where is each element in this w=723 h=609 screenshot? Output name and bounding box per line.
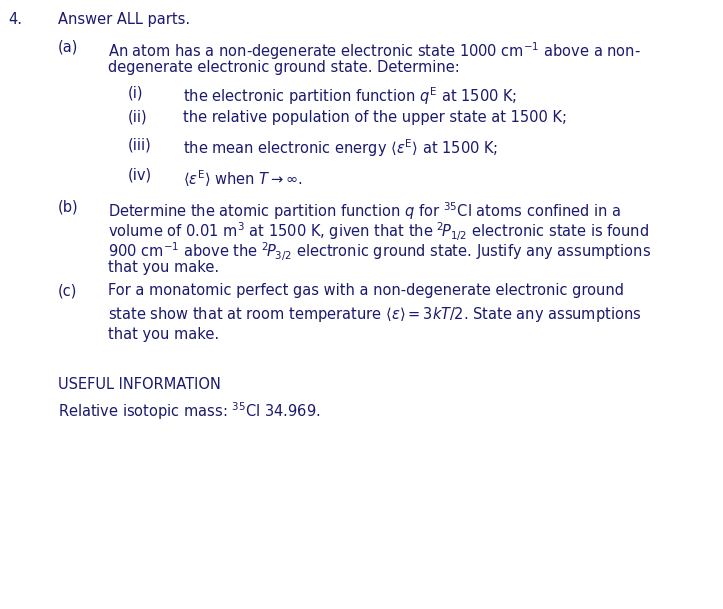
Text: 900 cm$^{-1}$ above the $^2\!P_{3/2}$ electronic ground state. Justify any assum: 900 cm$^{-1}$ above the $^2\!P_{3/2}$ el… [108,240,651,262]
Text: USEFUL INFORMATION: USEFUL INFORMATION [58,377,221,392]
Text: (i): (i) [128,85,143,100]
Text: (iv): (iv) [128,168,152,183]
Text: (b): (b) [58,200,79,215]
Text: degenerate electronic ground state. Determine:: degenerate electronic ground state. Dete… [108,60,460,75]
Text: volume of 0.01 m$^3$ at 1500 K, given that the $^2\!P_{1/2}$ electronic state is: volume of 0.01 m$^3$ at 1500 K, given th… [108,220,649,243]
Text: (c): (c) [58,283,77,298]
Text: (iii): (iii) [128,137,152,152]
Text: (a): (a) [58,40,78,55]
Text: that you make.: that you make. [108,327,219,342]
Text: Answer ALL parts.: Answer ALL parts. [58,12,190,27]
Text: Determine the atomic partition function $q$ for $^{35}$Cl atoms confined in a: Determine the atomic partition function … [108,200,621,222]
Text: $\langle\varepsilon^\mathrm{E}\rangle$ when $T \rightarrow \infty$.: $\langle\varepsilon^\mathrm{E}\rangle$ w… [183,168,303,189]
Text: the relative population of the upper state at 1500 K;: the relative population of the upper sta… [183,110,567,125]
Text: An atom has a non-degenerate electronic state 1000 cm$^{-1}$ above a non-: An atom has a non-degenerate electronic … [108,40,641,62]
Text: that you make.: that you make. [108,260,219,275]
Text: 4.: 4. [8,12,22,27]
Text: the electronic partition function $q^\mathrm{E}$ at 1500 K;: the electronic partition function $q^\ma… [183,85,517,107]
Text: the mean electronic energy $\langle\varepsilon^\mathrm{E}\rangle$ at 1500 K;: the mean electronic energy $\langle\vare… [183,137,498,159]
Text: Relative isotopic mass: $^{35}$Cl 34.969.: Relative isotopic mass: $^{35}$Cl 34.969… [58,400,320,421]
Text: (ii): (ii) [128,110,147,125]
Text: state show that at room temperature $\langle\varepsilon\rangle = 3kT/2$. State a: state show that at room temperature $\la… [108,305,641,324]
Text: For a monatomic perfect gas with a non-degenerate electronic ground: For a monatomic perfect gas with a non-d… [108,283,624,298]
